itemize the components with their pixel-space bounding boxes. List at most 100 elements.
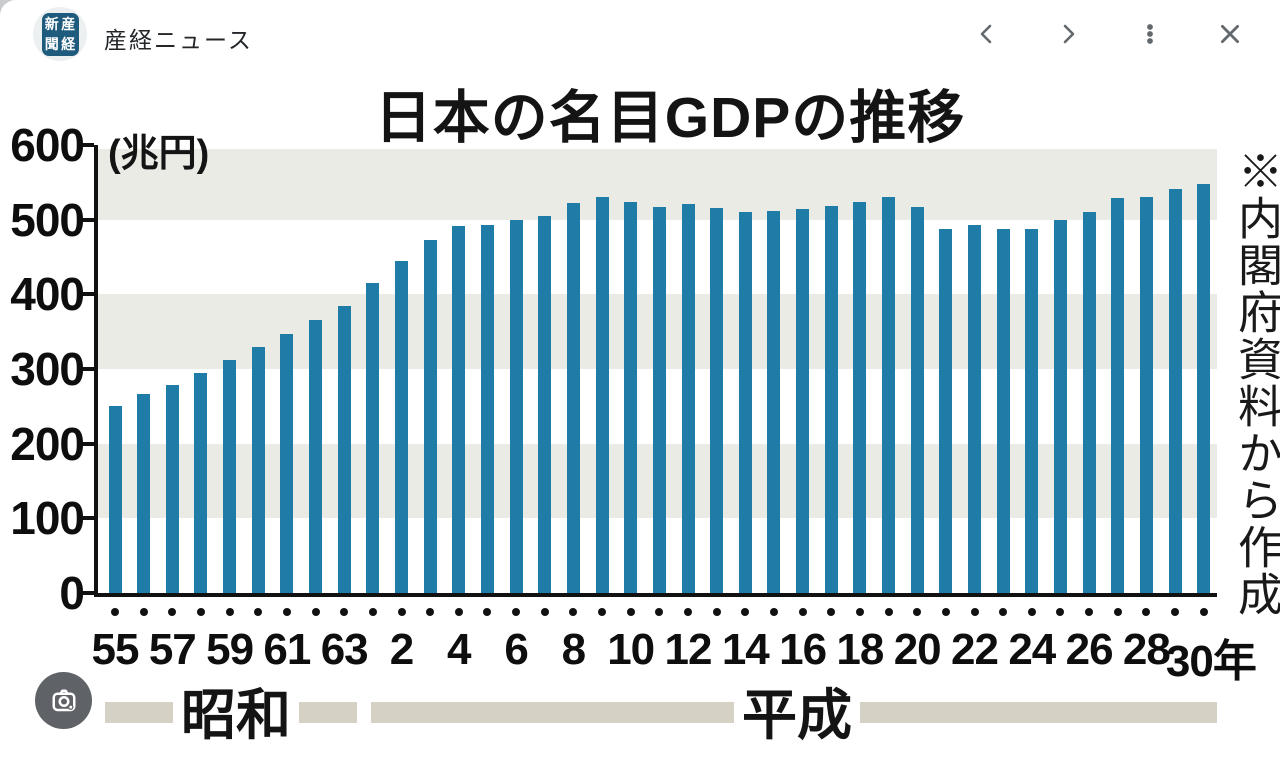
x-tick-label: 16 bbox=[779, 625, 827, 674]
year-dot bbox=[1142, 608, 1151, 616]
year-dot bbox=[569, 608, 578, 616]
gdp-bar-昭和63 bbox=[337, 306, 351, 593]
gdp-bar-平成29 bbox=[1168, 189, 1182, 593]
gdp-bar-平成25 bbox=[1053, 220, 1067, 593]
chevron-left-icon[interactable] bbox=[971, 18, 1003, 50]
x-tick-label: 22 bbox=[951, 625, 999, 674]
x-tick-label: 18 bbox=[836, 625, 884, 674]
heisei-era-label: 平成 bbox=[733, 683, 861, 747]
x-tick-label: 63 bbox=[320, 625, 369, 674]
year-dot bbox=[626, 608, 635, 616]
chart-title: 日本の名目GDPの推移 bbox=[374, 86, 966, 150]
year-dot bbox=[512, 608, 521, 616]
year-dot bbox=[254, 608, 263, 616]
year-dot bbox=[483, 608, 492, 616]
y-tick bbox=[82, 143, 94, 147]
year-dot bbox=[311, 608, 320, 616]
gdp-bar-平成11 bbox=[652, 206, 666, 593]
sankei-logo[interactable]: 産 経 新 聞 bbox=[33, 7, 87, 61]
three-dot-menu-icon[interactable] bbox=[1134, 18, 1166, 50]
x-tick-label: 10 bbox=[607, 625, 655, 674]
logo-char: 経 bbox=[61, 35, 76, 52]
gdp-bar-平成28 bbox=[1139, 196, 1153, 593]
x-tick-label: 57 bbox=[148, 625, 197, 674]
gdp-bar-平成22 bbox=[968, 224, 981, 593]
y-tick-label: 0 bbox=[59, 567, 85, 619]
x-tick-label: 24 bbox=[1008, 625, 1056, 674]
source-site-title: 産経ニュース bbox=[104, 27, 253, 53]
showa-era-label: 昭和 bbox=[172, 683, 300, 747]
gdp-bar-平成10 bbox=[624, 201, 638, 593]
gdp-bar-平成23 bbox=[996, 228, 1010, 593]
x-tick-label: 59 bbox=[206, 625, 254, 674]
x-tick-label: 20 bbox=[893, 625, 942, 674]
y-tick bbox=[82, 217, 94, 222]
year-dot bbox=[1199, 608, 1208, 616]
gdp-bar-平成24 bbox=[1025, 229, 1039, 593]
gdp-bar-平成19 bbox=[882, 197, 896, 593]
year-dot bbox=[769, 608, 778, 616]
year-dot bbox=[1056, 608, 1065, 616]
year-dot bbox=[368, 608, 377, 616]
image-search-button[interactable] bbox=[35, 672, 92, 729]
year-dot bbox=[884, 608, 893, 616]
y-tick bbox=[82, 591, 94, 595]
y-tick bbox=[82, 367, 94, 371]
y-tick-label: 200 bbox=[10, 417, 85, 470]
gdp-bar-昭和62 bbox=[309, 320, 323, 593]
year-dot bbox=[741, 608, 750, 616]
year-dot bbox=[1027, 608, 1036, 616]
y-tick-label: 100 bbox=[10, 492, 85, 545]
gdp-bar-平成21 bbox=[939, 229, 953, 593]
gdp-bar-平成14 bbox=[738, 212, 752, 593]
year-dot bbox=[712, 608, 721, 616]
x-tick-label: 2 bbox=[389, 625, 415, 674]
year-dot bbox=[798, 608, 807, 616]
chevron-right-icon[interactable] bbox=[1052, 18, 1084, 50]
gdp-bar-昭和55 bbox=[108, 406, 122, 593]
gdp-bar-平成5 bbox=[480, 224, 494, 593]
y-tick bbox=[82, 292, 94, 297]
x-tick-label: 12 bbox=[664, 625, 713, 674]
gdp-bar-平成18 bbox=[853, 201, 867, 593]
x-tick-label: 30年 bbox=[1165, 637, 1257, 686]
y-tick-label: 300 bbox=[10, 343, 85, 395]
year-dot bbox=[827, 608, 836, 616]
x-tick-label: 26 bbox=[1065, 625, 1114, 674]
logo-char: 聞 bbox=[44, 35, 59, 52]
x-tick-label: 55 bbox=[91, 625, 140, 674]
gdp-bar-平成16 bbox=[796, 209, 810, 593]
year-dot bbox=[426, 608, 435, 616]
gdp-bar-平成30 bbox=[1197, 183, 1211, 593]
year-dot bbox=[598, 608, 607, 616]
year-dot bbox=[454, 608, 463, 616]
year-dot bbox=[913, 608, 922, 616]
year-dot bbox=[111, 608, 119, 616]
close-icon[interactable] bbox=[1214, 18, 1246, 50]
year-dot bbox=[1085, 608, 1094, 616]
year-dot bbox=[540, 608, 549, 616]
x-tick-label: 28 bbox=[1122, 625, 1171, 674]
year-dot bbox=[655, 608, 664, 616]
year-dot bbox=[139, 608, 148, 616]
year-dot bbox=[196, 608, 205, 616]
gdp-bar-昭和58 bbox=[194, 373, 208, 593]
y-tick-label: 500 bbox=[10, 193, 85, 246]
year-dot bbox=[1171, 608, 1180, 616]
gdp-bar-昭和59 bbox=[223, 360, 237, 593]
gdp-bar-平成27 bbox=[1111, 198, 1125, 593]
y-tick-label: 400 bbox=[10, 268, 85, 321]
gdp-chart: 日本の名目GDPの推移 (兆円) 600 500 400 300 200 100 0 55 57… bbox=[0, 68, 1280, 760]
gdp-bar-昭和61 bbox=[280, 333, 294, 593]
year-dot bbox=[999, 608, 1008, 616]
gdp-bar-平成2 bbox=[395, 260, 408, 593]
year-dot bbox=[340, 608, 349, 616]
year-dot bbox=[225, 608, 234, 616]
year-dot bbox=[282, 608, 291, 616]
x-tick-label: 14 bbox=[721, 625, 770, 674]
logo-char: 産 bbox=[61, 16, 76, 33]
gdp-bar-平成6 bbox=[509, 220, 523, 593]
x-tick-label: 61 bbox=[263, 625, 311, 674]
gdp-bar-昭和57 bbox=[165, 385, 179, 593]
year-dot bbox=[168, 608, 177, 616]
